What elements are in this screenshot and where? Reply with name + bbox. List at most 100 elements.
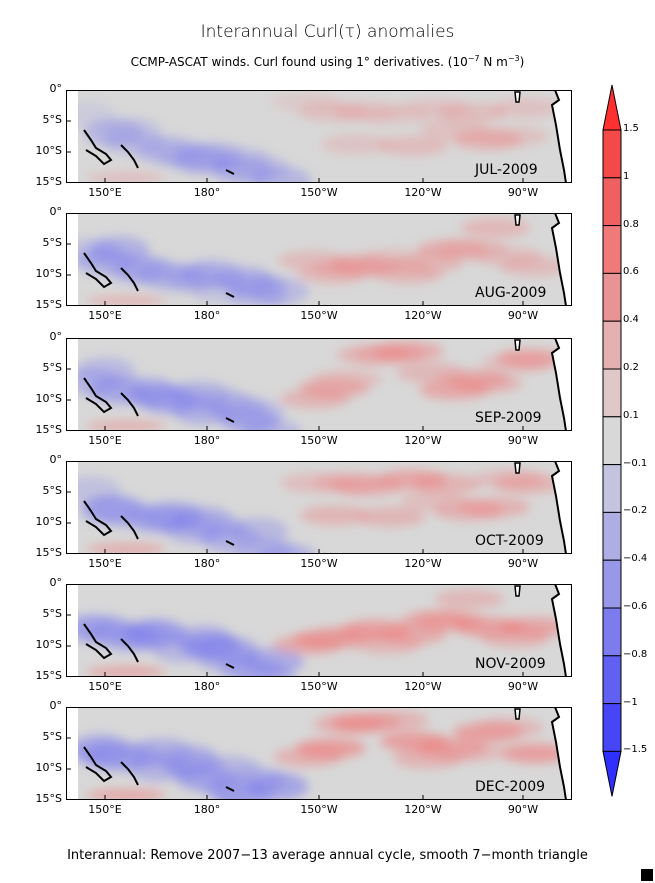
land-mask — [66, 707, 78, 800]
longitude-label: 150°W — [300, 309, 338, 322]
latitude-label: 5°S — [42, 236, 62, 249]
positive-anomaly — [436, 102, 507, 123]
coastline-solomon — [120, 144, 139, 169]
land-mask — [66, 338, 78, 431]
latitude-label: 0° — [49, 205, 63, 218]
coastline-solomon — [120, 515, 139, 540]
latitude-label: 10°S — [35, 267, 62, 280]
longitude-label: 150°E — [88, 803, 122, 816]
latitude-label: 10°S — [35, 392, 62, 405]
corner-marker — [641, 869, 653, 881]
land-mask — [66, 213, 78, 306]
positive-anomaly — [312, 369, 383, 390]
positive-anomaly — [460, 497, 531, 518]
colorbar-tick-label: 0.6 — [623, 266, 639, 278]
longitude-label: 150°W — [300, 186, 338, 199]
negative-anomaly — [102, 117, 163, 146]
positive-anomaly — [320, 134, 391, 155]
positive-anomaly — [355, 506, 426, 527]
longitude-label: 150°W — [300, 434, 338, 447]
coastline-solomon — [120, 761, 139, 786]
colorbar-box — [602, 368, 622, 418]
month-label: DEC-2009 — [475, 779, 546, 795]
positive-anomaly — [433, 742, 504, 763]
coastline-south-america — [550, 707, 572, 800]
longitude-label: 90°W — [507, 309, 539, 322]
longitude-label: 180° — [193, 309, 221, 322]
land-mask — [66, 461, 78, 554]
positive-anomaly — [86, 172, 166, 183]
month-label: OCT-2009 — [475, 533, 544, 549]
colorbar-box — [602, 416, 622, 466]
land-mask — [66, 90, 78, 183]
galapagos — [514, 214, 521, 226]
longitude-label: 90°W — [507, 680, 539, 693]
map-panel — [66, 461, 572, 554]
coastline-fiji — [225, 169, 235, 175]
positive-anomaly — [491, 97, 562, 118]
coastline-fiji — [225, 292, 235, 298]
longitude-label: 150°W — [300, 803, 338, 816]
colorbar-tick-label: −0.4 — [623, 553, 648, 565]
positive-anomaly — [86, 543, 166, 554]
longitude-label: 150°E — [88, 557, 122, 570]
latitude-label: 0° — [49, 453, 63, 466]
coastline-new-guinea — [83, 252, 113, 289]
colorbar-tick-label: 0.4 — [623, 314, 639, 326]
longitude-label: 150°E — [88, 680, 122, 693]
longitude-label: 150°E — [88, 309, 122, 322]
colorbar-box — [602, 655, 622, 705]
positive-anomaly — [500, 743, 571, 764]
positive-anomaly — [86, 789, 166, 800]
positive-anomaly — [378, 135, 449, 156]
coastline-new-guinea — [83, 377, 113, 414]
longitude-label: 180° — [193, 803, 221, 816]
negative-anomaly — [241, 418, 302, 431]
galapagos — [514, 91, 521, 103]
coastline-new-guinea — [83, 623, 113, 660]
latitude-label: 5°S — [42, 484, 62, 497]
latitude-label: 5°S — [42, 607, 62, 620]
latitude-label: 0° — [49, 82, 63, 95]
coastline-south-america — [550, 213, 572, 306]
coastline-new-guinea — [83, 500, 113, 537]
latitude-label: 15°S — [35, 546, 62, 559]
latitude-label: 10°S — [35, 515, 62, 528]
positive-anomaly — [460, 217, 531, 238]
positive-anomaly — [498, 256, 569, 277]
positive-anomaly — [86, 420, 166, 431]
coastline-fiji — [225, 663, 235, 669]
colorbar-tick-label: −0.2 — [623, 505, 648, 517]
latitude-label: 0° — [49, 699, 63, 712]
colorbar-tick-label: −1.5 — [623, 744, 648, 756]
month-label: SEP-2009 — [475, 410, 542, 426]
colorbar-tick-label: −0.1 — [623, 457, 648, 469]
positive-anomaly — [373, 341, 444, 362]
latitude-label: 5°S — [42, 113, 62, 126]
coastline-new-guinea — [83, 129, 113, 166]
latitude-label: 15°S — [35, 669, 62, 682]
longitude-label: 90°W — [507, 434, 539, 447]
negative-anomaly — [243, 647, 304, 676]
longitude-label: 180° — [193, 434, 221, 447]
colorbar-box — [602, 464, 622, 513]
latitude-label: 10°S — [35, 761, 62, 774]
figure-subtitle: CCMP-ASCAT winds. Curl found using 1° de… — [130, 54, 525, 69]
positive-anomaly — [434, 588, 505, 609]
longitude-label: 150°W — [300, 557, 338, 570]
coastline-south-america — [550, 584, 572, 677]
coastline-south-america — [550, 461, 572, 554]
footer-note: Interannual: Remove 2007−13 average annu… — [67, 848, 588, 863]
latitude-label: 15°S — [35, 423, 62, 436]
positive-anomaly — [86, 666, 166, 677]
galapagos — [514, 462, 521, 474]
longitude-label: 120°W — [404, 680, 442, 693]
coastline-solomon — [120, 392, 139, 417]
negative-anomaly — [248, 772, 309, 800]
latitude-label: 10°S — [35, 144, 62, 157]
positive-anomaly — [500, 616, 571, 637]
negative-anomaly — [249, 277, 310, 306]
positive-anomaly — [493, 473, 564, 494]
latitude-label: 15°S — [35, 792, 62, 805]
